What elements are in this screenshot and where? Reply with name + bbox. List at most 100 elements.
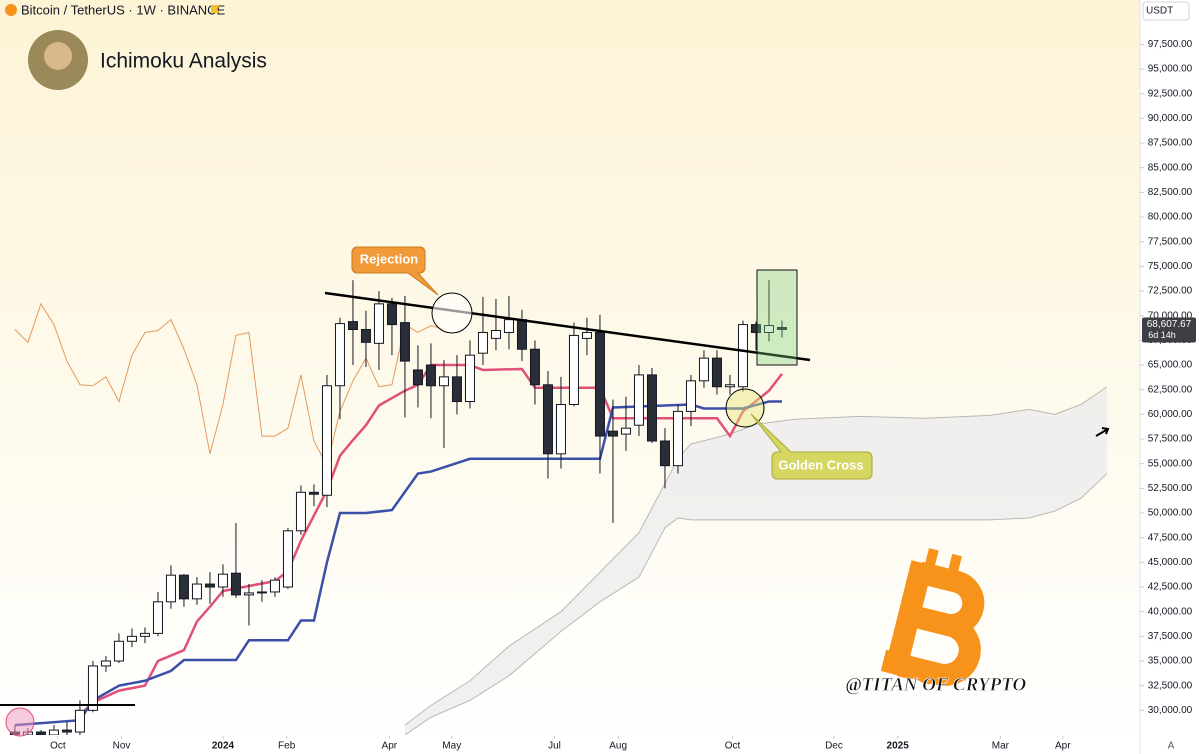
y-tick-label: 90,000.00 xyxy=(1148,113,1193,124)
countdown-label: 6d 14h xyxy=(1148,330,1176,340)
y-tick-label: 97,500.00 xyxy=(1148,39,1193,50)
y-tick-label: 42,500.00 xyxy=(1148,582,1193,593)
candle-body xyxy=(750,324,761,333)
y-tick-label: 87,500.00 xyxy=(1148,138,1193,149)
x-tick-label: Aug xyxy=(609,741,627,752)
last-price-label: 68,607.67 xyxy=(1147,319,1192,330)
trend-line xyxy=(324,291,811,362)
y-tick-label: 50,000.00 xyxy=(1148,508,1193,519)
candle-body xyxy=(334,323,345,387)
cloud-edge xyxy=(404,386,1108,726)
candle-body xyxy=(74,709,85,733)
y-tick-label: 70,000.00 xyxy=(1148,310,1193,321)
candle-body xyxy=(776,327,787,330)
y-tick-label: 37,500.00 xyxy=(1148,631,1193,642)
y-tick-label: 32,500.00 xyxy=(1148,680,1193,691)
candle-body xyxy=(516,319,527,350)
y-tick-label: 57,500.00 xyxy=(1148,434,1193,445)
indicator-line xyxy=(14,400,782,727)
y-tick-label: 75,000.00 xyxy=(1148,261,1193,272)
candle-body xyxy=(48,729,59,735)
x-tick-label: Apr xyxy=(1055,741,1071,752)
candle-body xyxy=(191,583,202,600)
candle-body xyxy=(308,491,319,495)
x-tick-label: May xyxy=(442,741,461,752)
candle-body xyxy=(256,591,267,594)
candle-body xyxy=(698,357,709,382)
candle-body xyxy=(386,303,397,326)
candle-body xyxy=(451,376,462,403)
candle-body xyxy=(412,369,423,386)
candle-body xyxy=(581,331,592,339)
candle-body xyxy=(620,427,631,435)
candle-body xyxy=(737,324,748,388)
y-tick-label: 77,500.00 xyxy=(1148,236,1193,247)
y-tick-label: 30,000.00 xyxy=(1148,705,1193,716)
candle-body xyxy=(399,322,410,362)
plot-area xyxy=(9,280,1108,735)
candle-body xyxy=(711,357,722,388)
candle-body xyxy=(503,319,514,333)
annotation-text: Golden Cross xyxy=(778,457,863,472)
y-tick-label: 85,000.00 xyxy=(1148,162,1193,173)
candle-body xyxy=(529,348,540,386)
last-price-box xyxy=(1142,317,1196,343)
candle-body xyxy=(165,574,176,603)
candle-body xyxy=(490,330,501,339)
x-tick-label: Mar xyxy=(992,741,1010,752)
candle-body xyxy=(659,440,670,467)
flag-icon xyxy=(211,5,220,13)
candle-body xyxy=(178,574,189,600)
candle-body xyxy=(217,573,228,588)
y-tick-label: 55,000.00 xyxy=(1148,458,1193,469)
x-tick-label: Feb xyxy=(278,741,296,752)
symbol-label: Bitcoin / TetherUS · 1W · BINANCE xyxy=(21,2,226,17)
candle-body xyxy=(594,331,605,437)
candle-body xyxy=(672,410,683,467)
y-tick-label: 92,500.00 xyxy=(1148,88,1193,99)
candle-body xyxy=(243,592,254,596)
x-tick-label: Oct xyxy=(725,741,741,752)
candle-body xyxy=(724,384,735,388)
candle-body xyxy=(126,635,137,642)
candle-body xyxy=(139,632,150,637)
candle-body xyxy=(321,385,332,496)
signal-icon xyxy=(5,707,35,737)
target-box xyxy=(756,269,798,366)
coin-icon xyxy=(5,4,17,16)
x-tick-label: 2025 xyxy=(887,741,910,752)
annotation-text: Rejection xyxy=(360,251,419,266)
candle-body xyxy=(633,374,644,426)
candle-body xyxy=(373,303,384,344)
y-tick-label: 60,000.00 xyxy=(1148,409,1193,420)
cloud-edge xyxy=(404,473,1108,735)
rejection-circle xyxy=(431,292,473,334)
y-tick-label: 80,000.00 xyxy=(1148,212,1193,223)
x-tick-label: Oct xyxy=(50,741,66,752)
cloud-fill xyxy=(404,386,1107,735)
x-tick-label: Apr xyxy=(382,741,398,752)
currency-label[interactable]: USDT xyxy=(1146,6,1173,17)
bitcoin-logo xyxy=(880,548,985,686)
arrow-icon xyxy=(1095,427,1110,437)
candle-body xyxy=(685,380,696,412)
candle-body xyxy=(555,403,566,455)
candle-body xyxy=(425,364,436,387)
x-tick-label: Nov xyxy=(113,741,131,752)
candle-body xyxy=(295,491,306,532)
auto-button[interactable] xyxy=(1163,737,1179,753)
candle-body xyxy=(35,731,46,735)
candle-body xyxy=(464,354,475,403)
candle-body xyxy=(347,321,358,331)
x-tick-label: 2024 xyxy=(212,741,235,752)
candle-body xyxy=(61,729,72,733)
candle-body xyxy=(152,601,163,634)
candle-body xyxy=(282,530,293,588)
currency-button[interactable] xyxy=(1142,1,1190,21)
chart-title: Ichimoku Analysis xyxy=(100,50,267,73)
candle-body xyxy=(477,331,488,354)
y-tick-label: 52,500.00 xyxy=(1148,483,1193,494)
auto-label[interactable]: A xyxy=(1168,741,1175,752)
x-tick-label: Dec xyxy=(825,741,843,752)
